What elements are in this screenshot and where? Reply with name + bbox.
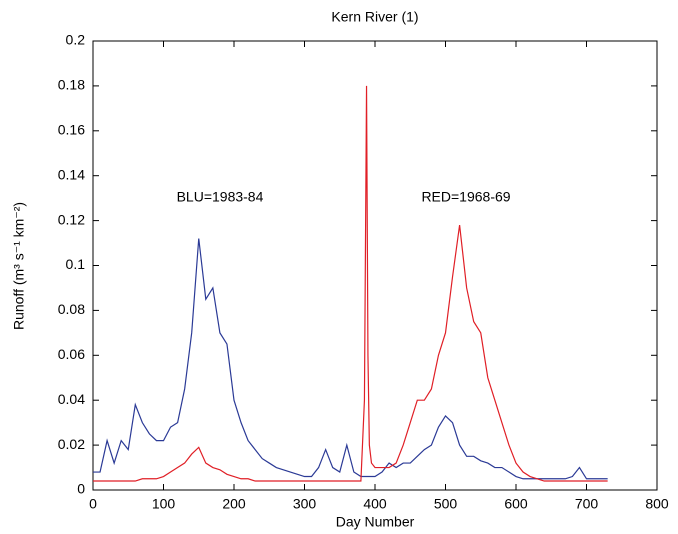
x-tick-label: 800 [645,496,669,512]
series-line [93,238,608,480]
x-tick-label: 0 [89,496,97,512]
y-axis-label: Runoff (m³ s⁻¹ km⁻²) [11,202,27,330]
x-tick-label: 700 [575,496,599,512]
y-tick-label: 0.14 [58,166,85,182]
y-tick-label: 0.2 [66,32,86,48]
x-tick-label: 500 [434,496,458,512]
y-tick-label: 0.16 [58,122,85,138]
x-tick-label: 200 [222,496,246,512]
y-tick-label: 0.1 [66,256,86,272]
y-tick-label: 0.02 [58,436,85,452]
y-tick-label: 0.04 [58,391,85,407]
y-tick-label: 0 [77,481,85,497]
x-tick-label: 600 [504,496,528,512]
chart-title: Kern River (1) [331,9,418,25]
series-line [93,85,608,482]
y-tick-label: 0.06 [58,346,85,362]
x-tick-label: 300 [293,496,317,512]
y-tick-label: 0.12 [58,211,85,227]
annotation: RED=1968-69 [421,189,510,205]
x-tick-label: 400 [363,496,387,512]
x-axis-label: Day Number [336,514,415,530]
annotation: BLU=1983-84 [177,189,264,205]
x-tick-label: 100 [152,496,176,512]
y-tick-label: 0.08 [58,301,85,317]
y-tick-label: 0.18 [58,77,85,93]
